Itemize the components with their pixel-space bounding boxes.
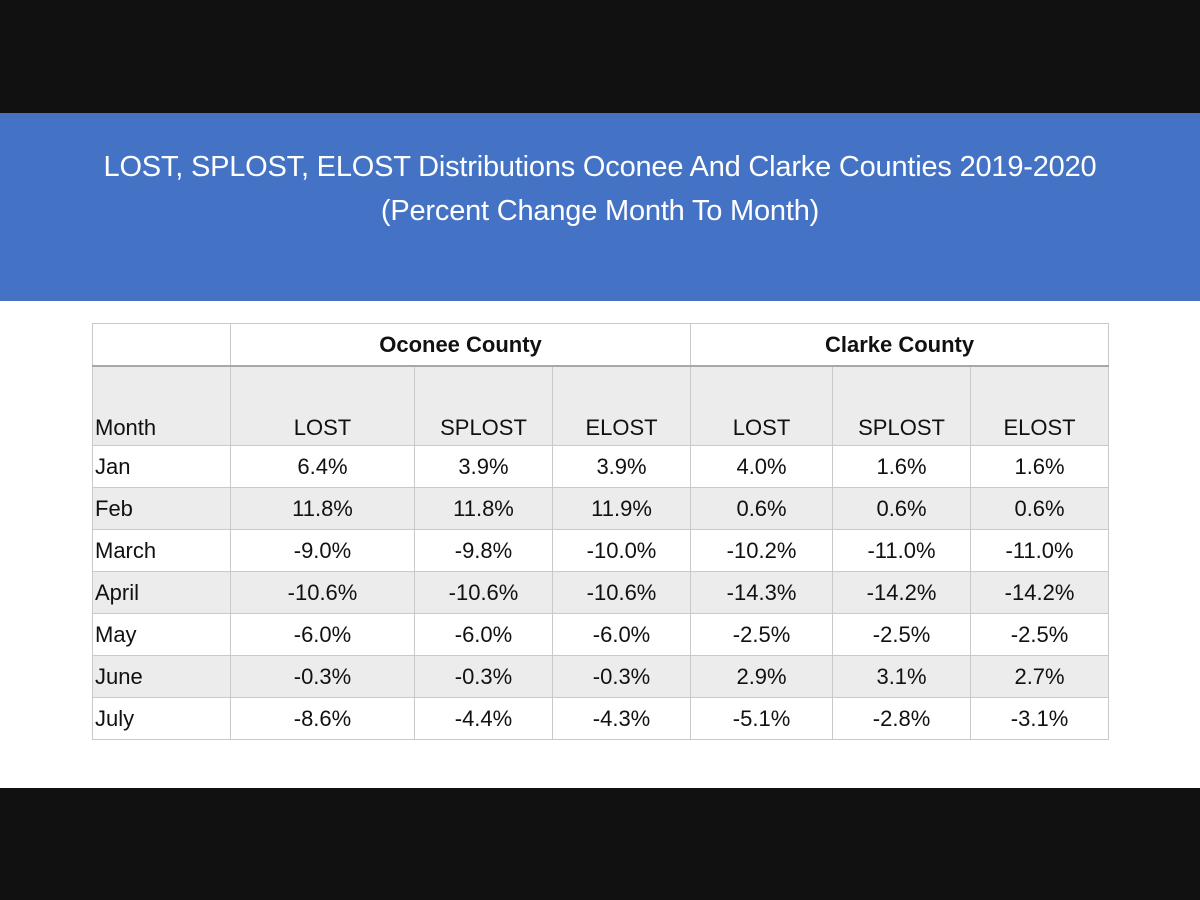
distribution-table: Oconee County Clarke County Month LOST S… [92, 323, 1110, 740]
column-header-oconee-lost: LOST [230, 365, 415, 446]
month-column-header: Month [92, 365, 231, 446]
value-cell: -10.0% [551, 529, 692, 572]
month-cell: May [92, 613, 231, 656]
value-cell: 1.6% [832, 445, 972, 488]
column-header-clarke-elost: ELOST [970, 365, 1110, 446]
value-cell: -9.0% [230, 529, 415, 572]
group-header-row: Oconee County Clarke County [92, 323, 1110, 367]
column-header-clarke-lost: LOST [690, 365, 834, 446]
table-row: Jan 6.4% 3.9% 3.9% 4.0% 1.6% 1.6% [92, 445, 1110, 488]
column-header-oconee-elost: ELOST [551, 365, 692, 446]
value-cell: -0.3% [230, 655, 415, 698]
table-row: June -0.3% -0.3% -0.3% 2.9% 3.1% 2.7% [92, 655, 1110, 698]
month-cell: Feb [92, 487, 231, 530]
table-row: March -9.0% -9.8% -10.0% -10.2% -11.0% -11.0% [92, 529, 1110, 572]
value-cell: -14.3% [690, 571, 834, 614]
value-cell: -10.6% [414, 571, 553, 614]
value-cell: 11.8% [414, 487, 553, 530]
value-cell: 4.0% [690, 445, 834, 488]
empty-corner-cell [92, 323, 231, 367]
value-cell: 0.6% [832, 487, 972, 530]
value-cell: -5.1% [690, 697, 834, 740]
value-cell: -11.0% [832, 529, 972, 572]
value-cell: -0.3% [414, 655, 553, 698]
value-cell: 0.6% [690, 487, 834, 530]
value-cell: 2.7% [970, 655, 1110, 698]
column-header-clarke-splost: SPLOST [832, 365, 972, 446]
value-cell: -10.6% [230, 571, 415, 614]
value-cell: -0.3% [551, 655, 692, 698]
value-cell: -2.5% [690, 613, 834, 656]
value-cell: -14.2% [832, 571, 972, 614]
value-cell: 3.9% [414, 445, 553, 488]
value-cell: -8.6% [230, 697, 415, 740]
column-header-oconee-splost: SPLOST [414, 365, 553, 446]
group-header-clarke: Clarke County [690, 323, 1110, 367]
value-cell: -2.5% [832, 613, 972, 656]
value-cell: -9.8% [414, 529, 553, 572]
title-banner: LOST, SPLOST, ELOST Distributions Oconee… [0, 113, 1200, 301]
value-cell: 6.4% [230, 445, 415, 488]
value-cell: 1.6% [970, 445, 1110, 488]
value-cell: 11.8% [230, 487, 415, 530]
value-cell: 3.1% [832, 655, 972, 698]
value-cell: -10.2% [690, 529, 834, 572]
table-row: July -8.6% -4.4% -4.3% -5.1% -2.8% -3.1% [92, 697, 1110, 740]
table-row: April -10.6% -10.6% -10.6% -14.3% -14.2% -14.2… [92, 571, 1110, 614]
month-cell: March [92, 529, 231, 572]
value-cell: -2.8% [832, 697, 972, 740]
value-cell: 2.9% [690, 655, 834, 698]
slide-title: LOST, SPLOST, ELOST Distributions Oconee… [103, 151, 1097, 183]
value-cell: 11.9% [551, 487, 692, 530]
month-cell: June [92, 655, 231, 698]
value-cell: -2.5% [970, 613, 1110, 656]
value-cell: 0.6% [970, 487, 1110, 530]
column-header-row: Month LOST SPLOST ELOST LOST SPLOST ELOS… [92, 365, 1110, 446]
month-cell: April [92, 571, 231, 614]
month-cell: July [92, 697, 231, 740]
value-cell: -4.3% [551, 697, 692, 740]
value-cell: -6.0% [551, 613, 692, 656]
value-cell: -14.2% [970, 571, 1110, 614]
slide: LOST, SPLOST, ELOST Distributions Oconee… [0, 113, 1200, 788]
value-cell: -6.0% [414, 613, 553, 656]
value-cell: -3.1% [970, 697, 1110, 740]
value-cell: -4.4% [414, 697, 553, 740]
table-row: Feb 11.8% 11.8% 11.9% 0.6% 0.6% 0.6% [92, 487, 1110, 530]
value-cell: -11.0% [970, 529, 1110, 572]
value-cell: -10.6% [551, 571, 692, 614]
month-cell: Jan [92, 445, 231, 488]
value-cell: -6.0% [230, 613, 415, 656]
slide-subtitle: (Percent Change Month To Month) [380, 195, 820, 227]
table-row: May -6.0% -6.0% -6.0% -2.5% -2.5% -2.5% [92, 613, 1110, 656]
value-cell: 3.9% [551, 445, 692, 488]
group-header-oconee: Oconee County [229, 323, 692, 367]
